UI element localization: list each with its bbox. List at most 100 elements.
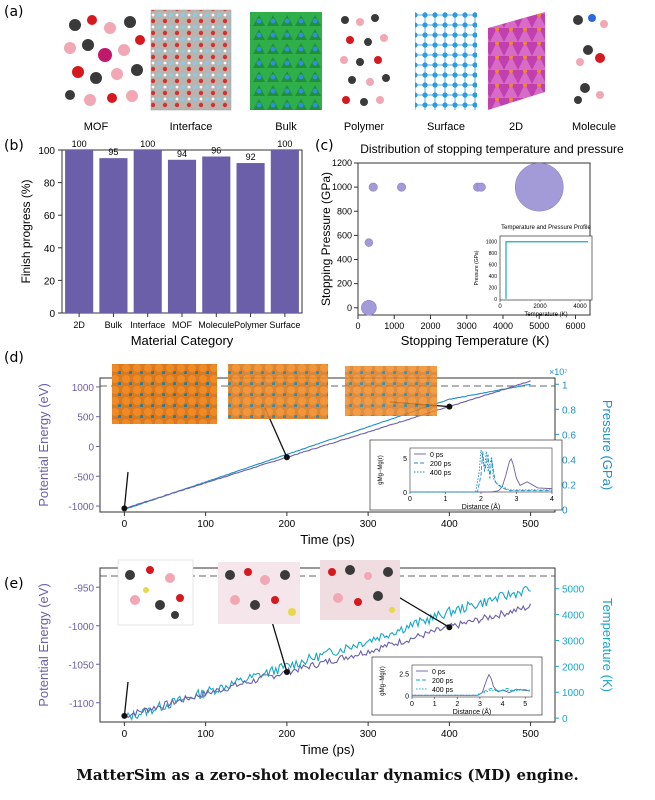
time-marker-e xyxy=(446,624,453,631)
bar-surface xyxy=(270,150,299,313)
x-axis-label-c: Stopping Temperature (K) xyxy=(401,333,550,348)
inset-y-label-d: gMg−Mg(r) xyxy=(378,455,384,485)
inset-x-tick-label-c: 2000 xyxy=(533,304,547,310)
x-tick-label-c: 2000 xyxy=(420,321,440,331)
y-right-tick-label-d: 0.2 xyxy=(562,480,576,491)
y-left-tick-label-e: -1000 xyxy=(68,622,94,633)
y-right-tick-label-e: 2000 xyxy=(562,662,585,673)
x-tick-label-e: 500 xyxy=(522,729,539,740)
panel-label-b: (b) xyxy=(4,138,24,154)
y-right-tick-label-d: 0.6 xyxy=(562,430,576,441)
structure-label-polymer: Polymer xyxy=(344,121,385,133)
inset-x-tick-label-d: 3 xyxy=(515,496,519,503)
inset-legend-label-d: 200 ps xyxy=(430,461,452,468)
snapshot-e-0ps xyxy=(117,559,194,626)
y-tick-label-b: 20 xyxy=(44,276,56,287)
scatter-chart-stopping: Distribution of stopping temperature and… xyxy=(319,142,624,348)
structure-label-2d: 2D xyxy=(509,121,523,133)
interface-structure xyxy=(150,9,232,111)
bar-value-label: 100 xyxy=(277,139,292,149)
figure-caption: MatterSim as a zero-shot molecular dynam… xyxy=(76,766,579,784)
x-tick-label-b: Molecule xyxy=(198,320,234,330)
time-marker-d xyxy=(121,505,128,512)
x-axis-label-e: Time (ps) xyxy=(300,742,354,757)
y-tick-label-b: 60 xyxy=(44,211,56,222)
y-right-tick-label-e: 5000 xyxy=(562,585,585,596)
inset-panel-e xyxy=(371,656,543,716)
bar-interface xyxy=(133,150,162,313)
chart-title-c: Distribution of stopping temperature and… xyxy=(360,142,624,156)
y-tick-label-c: 600 xyxy=(337,230,352,240)
inset-x-tick-label-e: 0 xyxy=(410,701,414,708)
y-left-tick-label-d: 500 xyxy=(77,413,94,424)
inset-y-label-c: Pressure (GPa) xyxy=(474,250,480,285)
y-left-tick-label-d: -500 xyxy=(74,472,94,483)
y-tick-label-c: 1200 xyxy=(332,158,352,168)
y-tick-label-c: 1000 xyxy=(332,182,352,192)
x-tick-label-d: 400 xyxy=(441,519,458,530)
y-tick-label-b: 40 xyxy=(44,244,56,255)
bar-value-label: 96 xyxy=(211,146,221,156)
mof-structure xyxy=(62,10,147,110)
snapshot-e-200ps xyxy=(218,562,300,624)
x-axis-label-b: Material Category xyxy=(131,333,234,348)
y-right-axis-label-e: Temperature (K) xyxy=(600,598,615,692)
x-tick-label-d: 200 xyxy=(279,519,296,530)
y-right-scale-label-d: ×10⁷ xyxy=(549,367,568,377)
y-tick-label-b: 0 xyxy=(49,309,55,320)
x-tick-label-e: 300 xyxy=(360,729,377,740)
bulk-structure xyxy=(250,12,322,110)
inset-x-tick-label-d: 4 xyxy=(550,496,554,503)
inset-y-tick-label-c: 800 xyxy=(489,251,498,257)
y-right-tick-label-d: 0.8 xyxy=(562,405,576,416)
y-right-tick-label-d: 1 xyxy=(562,380,568,391)
y-right-tick-label-e: 3000 xyxy=(562,636,585,647)
inset-rdf-line-e xyxy=(412,687,530,696)
y-right-tick-label-d: 0.4 xyxy=(562,455,576,466)
x-tick-label-b: Bulk xyxy=(105,320,123,330)
y-right-tick-label-e: 4000 xyxy=(562,611,585,622)
2d-structure xyxy=(488,12,545,110)
inset-legend-label-e: 200 ps xyxy=(432,678,454,685)
inset-y-tick-label-c: 1000 xyxy=(486,240,497,246)
scatter-point xyxy=(514,162,564,212)
structure-label-interface: Interface xyxy=(170,121,213,133)
inset-x-tick-label-e: 1 xyxy=(433,701,437,708)
panel-label-d: (d) xyxy=(4,350,24,366)
panel-label-c: (c) xyxy=(315,138,334,154)
y-left-axis-label-e: Potential Energy (eV) xyxy=(36,583,51,707)
bar-value-label: 92 xyxy=(246,152,256,162)
x-tick-label-c: 0 xyxy=(355,321,360,331)
inset-legend-label-e: 400 ps xyxy=(432,687,454,694)
inset-y-tick-label-e: 2.5 xyxy=(399,672,409,679)
snapshot-arrow-d xyxy=(123,471,129,509)
y-tick-label-c: 200 xyxy=(337,279,352,289)
time-marker-d xyxy=(446,403,453,410)
x-tick-label-d: 300 xyxy=(360,519,377,530)
inset-x-tick-label-e: 2 xyxy=(455,701,459,708)
structure-label-molecule: Molecule xyxy=(572,121,616,133)
inset-rdf-line-d xyxy=(410,451,552,493)
y-left-tick-label-d: 1000 xyxy=(72,383,95,394)
inset-x-tick-label-d: 0 xyxy=(408,496,412,503)
x-tick-label-d: 500 xyxy=(522,519,539,530)
y-left-axis-label-d: Potential Energy (eV) xyxy=(36,383,51,507)
inset-x-tick-label-d: 1 xyxy=(444,496,448,503)
scatter-point xyxy=(361,299,377,316)
time-marker-d xyxy=(283,454,290,461)
x-tick-label-b: MOF xyxy=(172,320,192,330)
inset-frame-e xyxy=(411,664,533,698)
y-tick-label-c: 0 xyxy=(347,303,352,313)
bar-value-label: 94 xyxy=(177,149,187,159)
bar-mof xyxy=(167,159,197,313)
inset-title-c: Temperature and Pressure Profile xyxy=(501,225,591,231)
x-axis-label-d: Time (ps) xyxy=(300,532,354,547)
inset-legend-label-d: 0 ps xyxy=(430,452,444,459)
structure-label-bulk: Bulk xyxy=(275,121,297,133)
y-right-axis-label-d: Pressure (GPa) xyxy=(600,400,615,490)
bar-value-label: 100 xyxy=(72,139,87,149)
time-marker-e xyxy=(283,668,290,675)
x-tick-label-c: 3000 xyxy=(457,321,477,331)
inset-y-tick-label-e: 0 xyxy=(405,693,409,700)
inset-profile-line-c xyxy=(505,241,588,299)
